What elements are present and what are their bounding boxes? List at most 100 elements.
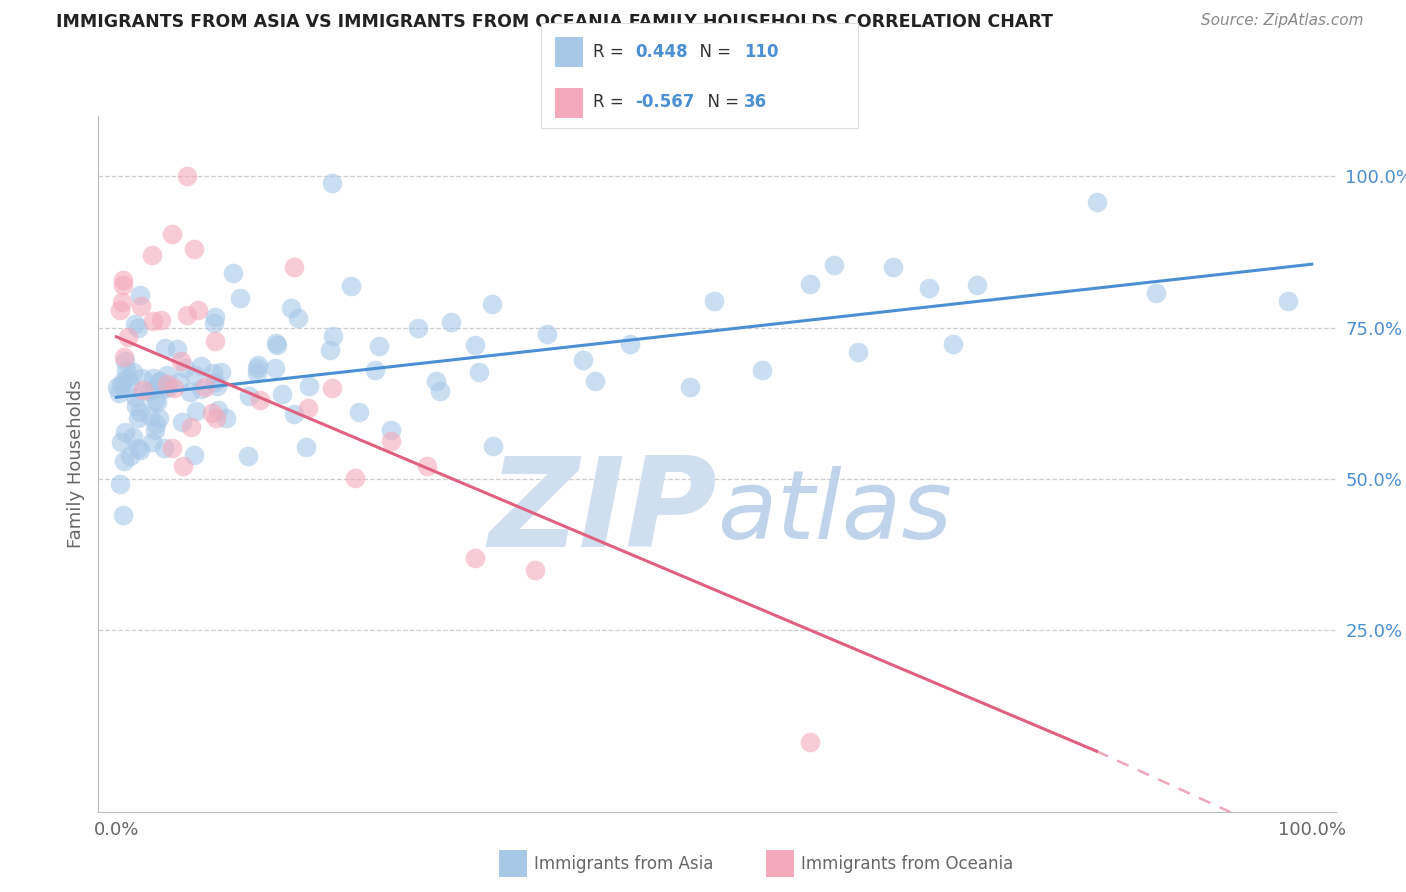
Point [145, 394, 167, 409]
Point [170, 353, 193, 368]
Point [145, 417, 167, 431]
Point [799, 735, 821, 749]
Point [319, 343, 342, 357]
Point [583, 374, 606, 388]
Point [246, 361, 269, 376]
Point [156, 376, 179, 391]
Point [703, 293, 725, 308]
Point [183, 448, 205, 462]
Point [187, 302, 209, 317]
Point [966, 278, 988, 293]
Text: 0.448: 0.448 [636, 43, 688, 61]
Point [205, 379, 228, 393]
Point [148, 375, 170, 389]
Point [344, 470, 367, 484]
Point [679, 380, 702, 394]
Point [167, 376, 190, 390]
Point [280, 301, 302, 315]
Point [121, 430, 143, 444]
Point [153, 382, 176, 396]
Point [214, 410, 236, 425]
Point [264, 335, 287, 350]
Point [129, 299, 152, 313]
Point [249, 393, 271, 408]
Point [918, 281, 941, 295]
Point [112, 278, 135, 293]
Point [142, 371, 165, 385]
Text: N =: N = [689, 43, 737, 61]
Point [321, 381, 343, 395]
Point [523, 563, 546, 577]
Point [148, 411, 170, 425]
Point [283, 260, 305, 275]
Point [149, 313, 172, 327]
Point [111, 294, 134, 309]
Point [112, 350, 135, 364]
Point [201, 366, 224, 380]
Point [110, 434, 132, 449]
Point [204, 310, 226, 324]
Point [180, 420, 202, 434]
Point [145, 423, 167, 437]
Point [823, 258, 845, 272]
Text: -0.567: -0.567 [636, 93, 695, 112]
Point [340, 279, 363, 293]
Point [142, 382, 165, 396]
Point [156, 368, 179, 383]
Y-axis label: Family Households: Family Households [66, 380, 84, 548]
Point [186, 404, 208, 418]
Point [172, 459, 194, 474]
Point [321, 176, 343, 190]
Point [163, 381, 186, 395]
Point [127, 441, 149, 455]
Point [176, 169, 198, 184]
Point [468, 366, 491, 380]
Point [145, 393, 167, 408]
Text: 36: 36 [744, 93, 766, 112]
Point [174, 361, 197, 376]
Point [283, 407, 305, 421]
Point [112, 374, 135, 388]
Point [170, 415, 193, 429]
Point [129, 443, 152, 458]
Point [112, 453, 135, 467]
Point [416, 458, 439, 473]
Point [264, 360, 287, 375]
Point [207, 403, 229, 417]
Point [111, 508, 134, 523]
Point [942, 337, 965, 351]
Point [363, 363, 385, 377]
Text: IMMIGRANTS FROM ASIA VS IMMIGRANTS FROM OCEANIA FAMILY HOUSEHOLDS CORRELATION CH: IMMIGRANTS FROM ASIA VS IMMIGRANTS FROM … [56, 13, 1053, 31]
Point [380, 423, 402, 437]
Point [153, 441, 176, 455]
Point [160, 441, 183, 455]
Point [162, 227, 184, 242]
Point [117, 370, 139, 384]
Point [190, 359, 212, 374]
Point [141, 434, 163, 449]
Point [117, 330, 139, 344]
Point [799, 277, 821, 292]
Point [751, 362, 773, 376]
Point [190, 383, 212, 397]
Point [131, 371, 153, 385]
Text: Source: ZipAtlas.com: Source: ZipAtlas.com [1201, 13, 1364, 29]
Point [127, 411, 149, 425]
Text: Immigrants from Asia: Immigrants from Asia [534, 855, 714, 873]
Point [270, 386, 292, 401]
Text: ZIP: ZIP [488, 452, 717, 573]
Point [229, 291, 252, 305]
Point [179, 385, 201, 400]
Point [112, 273, 135, 287]
Point [238, 389, 260, 403]
Point [287, 310, 309, 325]
Point [204, 334, 226, 349]
Point [246, 366, 269, 380]
Point [482, 438, 505, 452]
Point [297, 401, 319, 415]
Text: N =: N = [697, 93, 745, 112]
Point [1144, 285, 1167, 300]
Point [295, 440, 318, 454]
Point [347, 404, 370, 418]
Point [1085, 195, 1108, 210]
